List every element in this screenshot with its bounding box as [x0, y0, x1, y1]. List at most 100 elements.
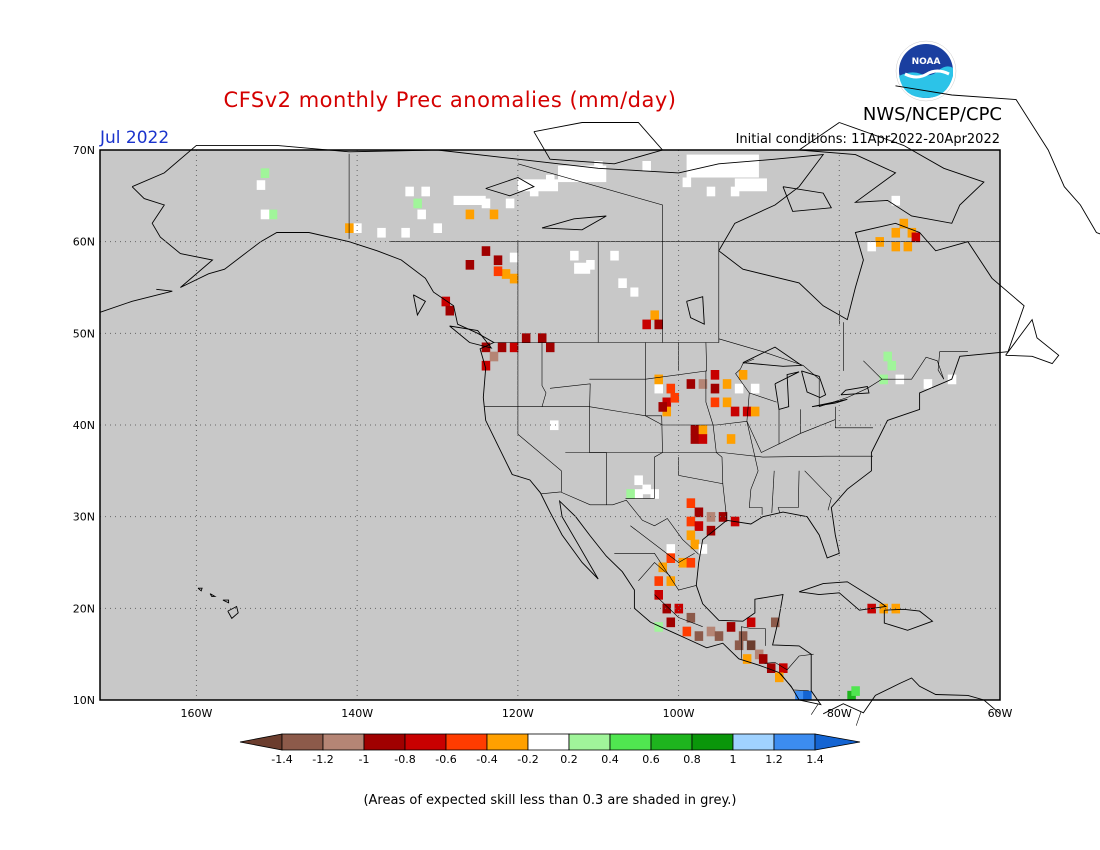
anomaly-cell	[770, 617, 780, 628]
anomaly-cell	[413, 198, 422, 209]
near-normal-patch	[517, 179, 559, 192]
anomaly-cell	[891, 227, 901, 238]
political-boundary	[810, 703, 819, 715]
anomaly-cell	[545, 174, 555, 185]
political-boundary	[614, 553, 697, 591]
anomaly-cell	[911, 232, 921, 243]
latitude-tick-label: 10N	[73, 694, 95, 707]
graticule	[100, 150, 1000, 700]
anomaly-cell	[610, 250, 619, 261]
anomaly-cell	[509, 252, 519, 263]
near-normal-patch	[630, 287, 639, 297]
anomaly-cell	[545, 342, 555, 353]
coastline	[449, 325, 493, 349]
latitude-tick-label: 20N	[73, 602, 95, 615]
near-normal-patch	[734, 178, 767, 192]
political-boundary	[735, 358, 777, 403]
colorbar-label: 0.8	[683, 753, 701, 766]
anomaly-cell	[779, 663, 788, 673]
anomaly-cell	[654, 590, 663, 600]
anomaly-cell	[493, 255, 503, 266]
anomaly-cell	[678, 557, 688, 568]
anomaly-cell	[694, 521, 704, 531]
anomaly-cell	[260, 168, 270, 178]
coastline	[774, 371, 800, 410]
political-boundary	[804, 470, 832, 511]
political-boundary	[638, 562, 671, 581]
coastline	[131, 144, 1025, 706]
anomaly-cell	[682, 177, 692, 188]
longitude-tick-label: 60W	[988, 707, 1013, 720]
coastline	[686, 296, 705, 325]
anomaly-cell	[489, 209, 499, 220]
anomaly-cell	[851, 686, 860, 696]
anomaly-cell	[465, 209, 475, 220]
anomaly-cell	[666, 576, 676, 586]
anomaly-cell	[529, 186, 539, 197]
anomaly-cell	[501, 269, 511, 279]
political-boundary	[630, 525, 695, 563]
political-boundary	[654, 594, 703, 627]
coastline	[1005, 318, 1060, 365]
coastline	[895, 85, 1100, 235]
anomaly-cell	[899, 218, 909, 229]
anomaly-cell	[698, 434, 708, 444]
colorbar-box	[609, 733, 652, 751]
anomaly-cell	[690, 425, 700, 435]
anomaly-cell	[634, 475, 643, 486]
coastline	[798, 581, 888, 611]
political-boundary	[541, 491, 699, 555]
anomaly-cell	[618, 278, 627, 288]
anomaly-cell	[441, 296, 451, 307]
anomaly-cell	[654, 576, 663, 586]
political-boundary	[589, 342, 708, 380]
colorbar-label: -1.4	[271, 753, 292, 766]
anomaly-cell	[634, 489, 643, 499]
anomaly-cell	[722, 397, 732, 408]
political-boundary	[764, 653, 814, 671]
near-normal-patch	[453, 195, 486, 205]
anomaly-cell	[377, 227, 386, 238]
longitude-tick-label: 160W	[180, 707, 212, 720]
anomaly-cell	[497, 342, 507, 353]
colorbar-box	[363, 733, 406, 751]
anomaly-cell	[421, 186, 430, 197]
coastline	[227, 605, 239, 620]
anomaly-cell	[674, 603, 684, 614]
anomaly-cell	[642, 484, 651, 495]
anomaly-cell	[734, 383, 744, 394]
organization-label: NWS/NCEP/CPC	[862, 104, 1002, 125]
coastline	[412, 294, 427, 317]
anomaly-cell	[401, 227, 410, 238]
anomaly-cell	[803, 690, 812, 701]
colorbar-box	[527, 733, 570, 751]
anomaly-cell	[670, 392, 680, 403]
anomaly-cell	[706, 525, 716, 536]
anomaly-cell	[682, 626, 692, 637]
anomaly-cell	[521, 333, 531, 343]
anomaly-cell	[718, 512, 728, 522]
anomaly-cell	[662, 603, 672, 614]
anomaly-cell	[742, 406, 752, 417]
anomaly-cell	[417, 209, 426, 220]
colorbar-box	[773, 733, 816, 751]
political-boundary	[549, 383, 607, 505]
anomaly-cell	[493, 266, 503, 277]
colorbar-label: 1.2	[765, 753, 783, 766]
coastline	[99, 288, 173, 313]
anomaly-cell	[654, 383, 663, 394]
colorbar-label: 0.6	[642, 753, 660, 766]
political-boundary	[780, 673, 809, 692]
anomaly-cell	[714, 631, 724, 641]
colorbar-label: -0.6	[435, 753, 456, 766]
coastline	[222, 599, 230, 604]
political-boundary	[863, 360, 883, 380]
colorbar-low-arrow	[239, 733, 283, 751]
noaa-logo: NOAA	[895, 40, 957, 102]
anomaly-cell	[698, 544, 708, 554]
anomaly-cell	[658, 562, 668, 573]
anomaly-cell	[686, 557, 696, 568]
anomaly-cell	[758, 654, 768, 664]
anomaly-cell	[658, 402, 668, 412]
latitude-tick-label: 60N	[73, 236, 95, 249]
